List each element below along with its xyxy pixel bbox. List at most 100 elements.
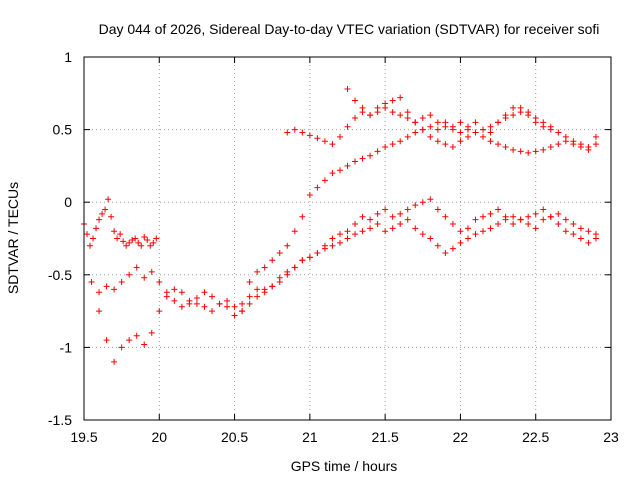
data-point xyxy=(592,231,599,238)
data-point xyxy=(502,114,509,121)
data-point xyxy=(102,206,109,213)
data-point xyxy=(336,231,343,238)
data-point xyxy=(99,210,106,217)
data-point xyxy=(336,133,343,140)
data-point xyxy=(114,235,121,242)
data-point xyxy=(171,297,178,304)
data-point xyxy=(148,268,155,275)
series-track-c xyxy=(96,196,599,315)
data-point xyxy=(502,144,509,151)
data-point xyxy=(404,206,411,213)
data-point xyxy=(412,119,419,126)
data-point xyxy=(103,283,110,290)
series-track-a xyxy=(81,196,160,249)
data-point xyxy=(532,210,539,217)
data-point xyxy=(510,220,517,227)
data-point xyxy=(585,144,592,151)
data-point xyxy=(389,141,396,148)
data-point xyxy=(555,220,562,227)
data-point xyxy=(336,167,343,174)
data-point xyxy=(284,242,291,249)
data-point xyxy=(246,279,253,286)
data-point xyxy=(291,264,298,271)
data-point xyxy=(487,129,494,136)
data-point xyxy=(592,141,599,148)
data-point xyxy=(464,225,471,232)
data-point xyxy=(397,210,404,217)
data-point xyxy=(480,133,487,140)
data-point xyxy=(201,289,208,296)
y-tick-label: 0.5 xyxy=(53,122,73,138)
data-point xyxy=(299,213,306,220)
data-point xyxy=(434,242,441,249)
data-point xyxy=(359,213,366,220)
data-point xyxy=(502,216,509,223)
data-point xyxy=(344,162,351,169)
y-tick-labels: -1.5 -1 -0.5 0 0.5 1 xyxy=(48,49,72,428)
data-point xyxy=(419,114,426,121)
data-point xyxy=(118,344,125,351)
data-point xyxy=(562,133,569,140)
data-point xyxy=(314,184,321,191)
data-point xyxy=(374,210,381,217)
data-point xyxy=(352,220,359,227)
data-point xyxy=(359,228,366,235)
x-tick-label: 22.5 xyxy=(522,429,549,445)
data-point xyxy=(367,112,374,119)
y-tick-label: -1.5 xyxy=(48,412,72,428)
data-point xyxy=(254,286,261,293)
data-point xyxy=(147,242,154,249)
data-point xyxy=(111,228,118,235)
data-point xyxy=(540,216,547,223)
data-point xyxy=(367,152,374,159)
data-point xyxy=(329,141,336,148)
data-point xyxy=(156,279,163,286)
data-point xyxy=(510,112,517,119)
y-tick-label: -0.5 xyxy=(48,267,72,283)
data-point xyxy=(111,358,118,365)
data-point xyxy=(126,239,133,246)
data-point xyxy=(464,123,471,130)
data-point xyxy=(321,245,328,252)
data-point xyxy=(133,332,140,339)
data-point xyxy=(138,242,145,249)
data-point xyxy=(87,242,94,249)
data-point xyxy=(419,231,426,238)
data-point xyxy=(144,236,151,243)
data-point xyxy=(487,138,494,145)
data-point xyxy=(449,126,456,133)
data-point xyxy=(314,250,321,257)
data-point xyxy=(419,126,426,133)
data-point xyxy=(427,235,434,242)
data-point xyxy=(517,148,524,155)
data-point xyxy=(532,114,539,121)
data-point xyxy=(224,303,231,310)
plot-frame xyxy=(83,56,612,421)
data-point xyxy=(246,293,253,300)
data-point xyxy=(434,206,441,213)
data-point xyxy=(555,210,562,217)
data-point xyxy=(397,138,404,145)
data-point xyxy=(525,220,532,227)
data-point xyxy=(117,231,124,238)
data-point xyxy=(495,220,502,227)
x-tick-label: 21.5 xyxy=(372,429,399,445)
data-point xyxy=(261,264,268,271)
data-point xyxy=(276,274,283,281)
data-point xyxy=(306,254,313,261)
data-point xyxy=(93,225,100,232)
data-point xyxy=(427,196,434,203)
data-point xyxy=(96,308,103,315)
x-tick-labels: 19.5 20 20.5 21 21.5 22 22.5 23 xyxy=(70,429,619,445)
data-point xyxy=(88,279,95,286)
data-point xyxy=(540,206,547,213)
chart-title: Day 044 of 2026, Sidereal Day-to-day VTE… xyxy=(99,21,600,37)
data-point xyxy=(171,286,178,293)
data-point xyxy=(374,148,381,155)
data-point xyxy=(547,213,554,220)
data-point xyxy=(487,225,494,232)
data-point xyxy=(472,129,479,136)
x-tick-label: 20 xyxy=(151,429,167,445)
data-point xyxy=(457,138,464,145)
